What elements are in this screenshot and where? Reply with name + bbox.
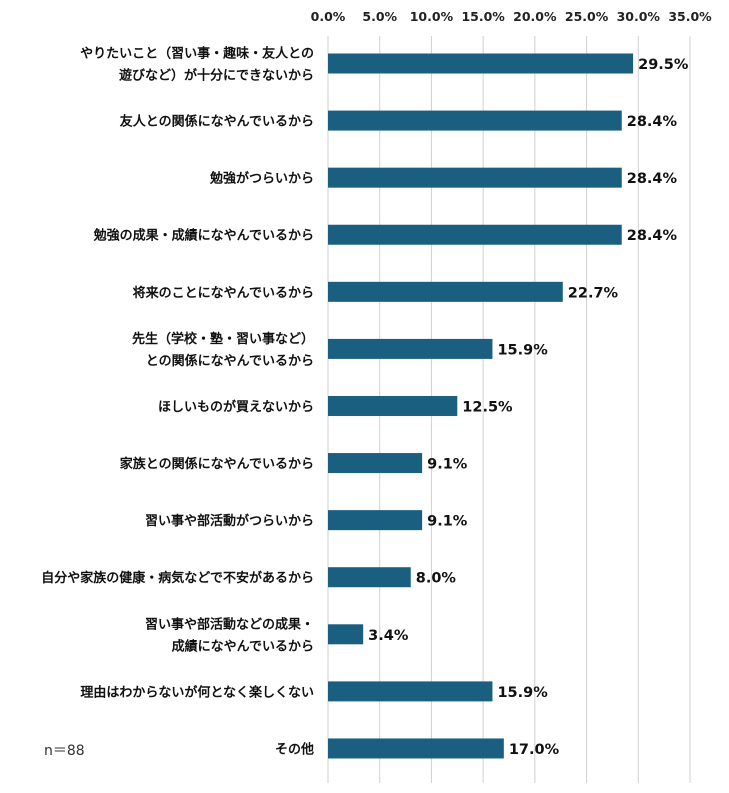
category-label: その他 [275, 741, 314, 757]
category-label: 遊びなど）が十分にできないから [119, 68, 314, 84]
category-label: 将来のことになやんでいるから [133, 285, 314, 301]
data-label: 28.4% [627, 114, 678, 130]
category-label: 習い事や部活動などの成果・ [145, 616, 314, 632]
category-label: 勉強がつらいから [209, 171, 314, 187]
data-label: 9.1% [427, 457, 468, 473]
x-tick-label: 0.0% [311, 9, 346, 24]
data-label: 22.7% [568, 285, 619, 301]
bar [328, 338, 493, 359]
data-label: 12.5% [462, 399, 513, 415]
bar [328, 53, 634, 74]
data-label: 9.1% [427, 514, 468, 530]
category-label: 理由はわからないが何となく楽しくない [80, 684, 314, 700]
category-label: 成績になやんでいるから [172, 638, 314, 654]
category-label: 先生（学校・塾・習い事など） [132, 331, 314, 347]
data-label: 8.0% [416, 571, 457, 587]
category-label: 家族との関係になやんでいるから [120, 456, 314, 472]
x-tick-label: 15.0% [461, 9, 505, 24]
bar [328, 224, 622, 245]
bar [328, 624, 364, 645]
category-label: 友人との関係になやんでいるから [120, 114, 314, 130]
data-label: 29.5% [638, 57, 689, 73]
sample-size-note: n＝88 [44, 743, 85, 759]
bar [328, 110, 622, 131]
bar [328, 681, 493, 702]
x-tick-label: 5.0% [362, 9, 397, 24]
x-tick-label: 30.0% [617, 9, 661, 24]
x-tick-label: 35.0% [668, 9, 712, 24]
bar [328, 281, 563, 302]
category-label: 勉強の成果・成績になやんでいるから [93, 228, 314, 244]
bar [328, 395, 458, 416]
bar [328, 453, 423, 474]
x-tick-label: 25.0% [565, 9, 609, 24]
data-label: 15.9% [497, 685, 548, 701]
data-label: 15.9% [497, 342, 548, 358]
category-label: との関係になやんでいるから [146, 353, 314, 369]
bar [328, 510, 423, 531]
category-label: 自分や家族の健康・病気などで不安があるから [41, 570, 314, 586]
data-label: 3.4% [368, 628, 409, 644]
x-tick-label: 20.0% [513, 9, 557, 24]
bar [328, 738, 504, 759]
category-label: やりたいこと（習い事・趣味・友人との [80, 46, 314, 62]
category-label: 習い事や部活動がつらいから [145, 513, 314, 529]
x-tick-label: 10.0% [410, 9, 454, 24]
data-label: 17.0% [509, 742, 560, 758]
bar [328, 167, 622, 188]
category-label: ほしいものが買えないから [158, 399, 314, 415]
data-label: 28.4% [627, 171, 678, 187]
data-label: 28.4% [627, 228, 678, 244]
bar [328, 567, 411, 588]
